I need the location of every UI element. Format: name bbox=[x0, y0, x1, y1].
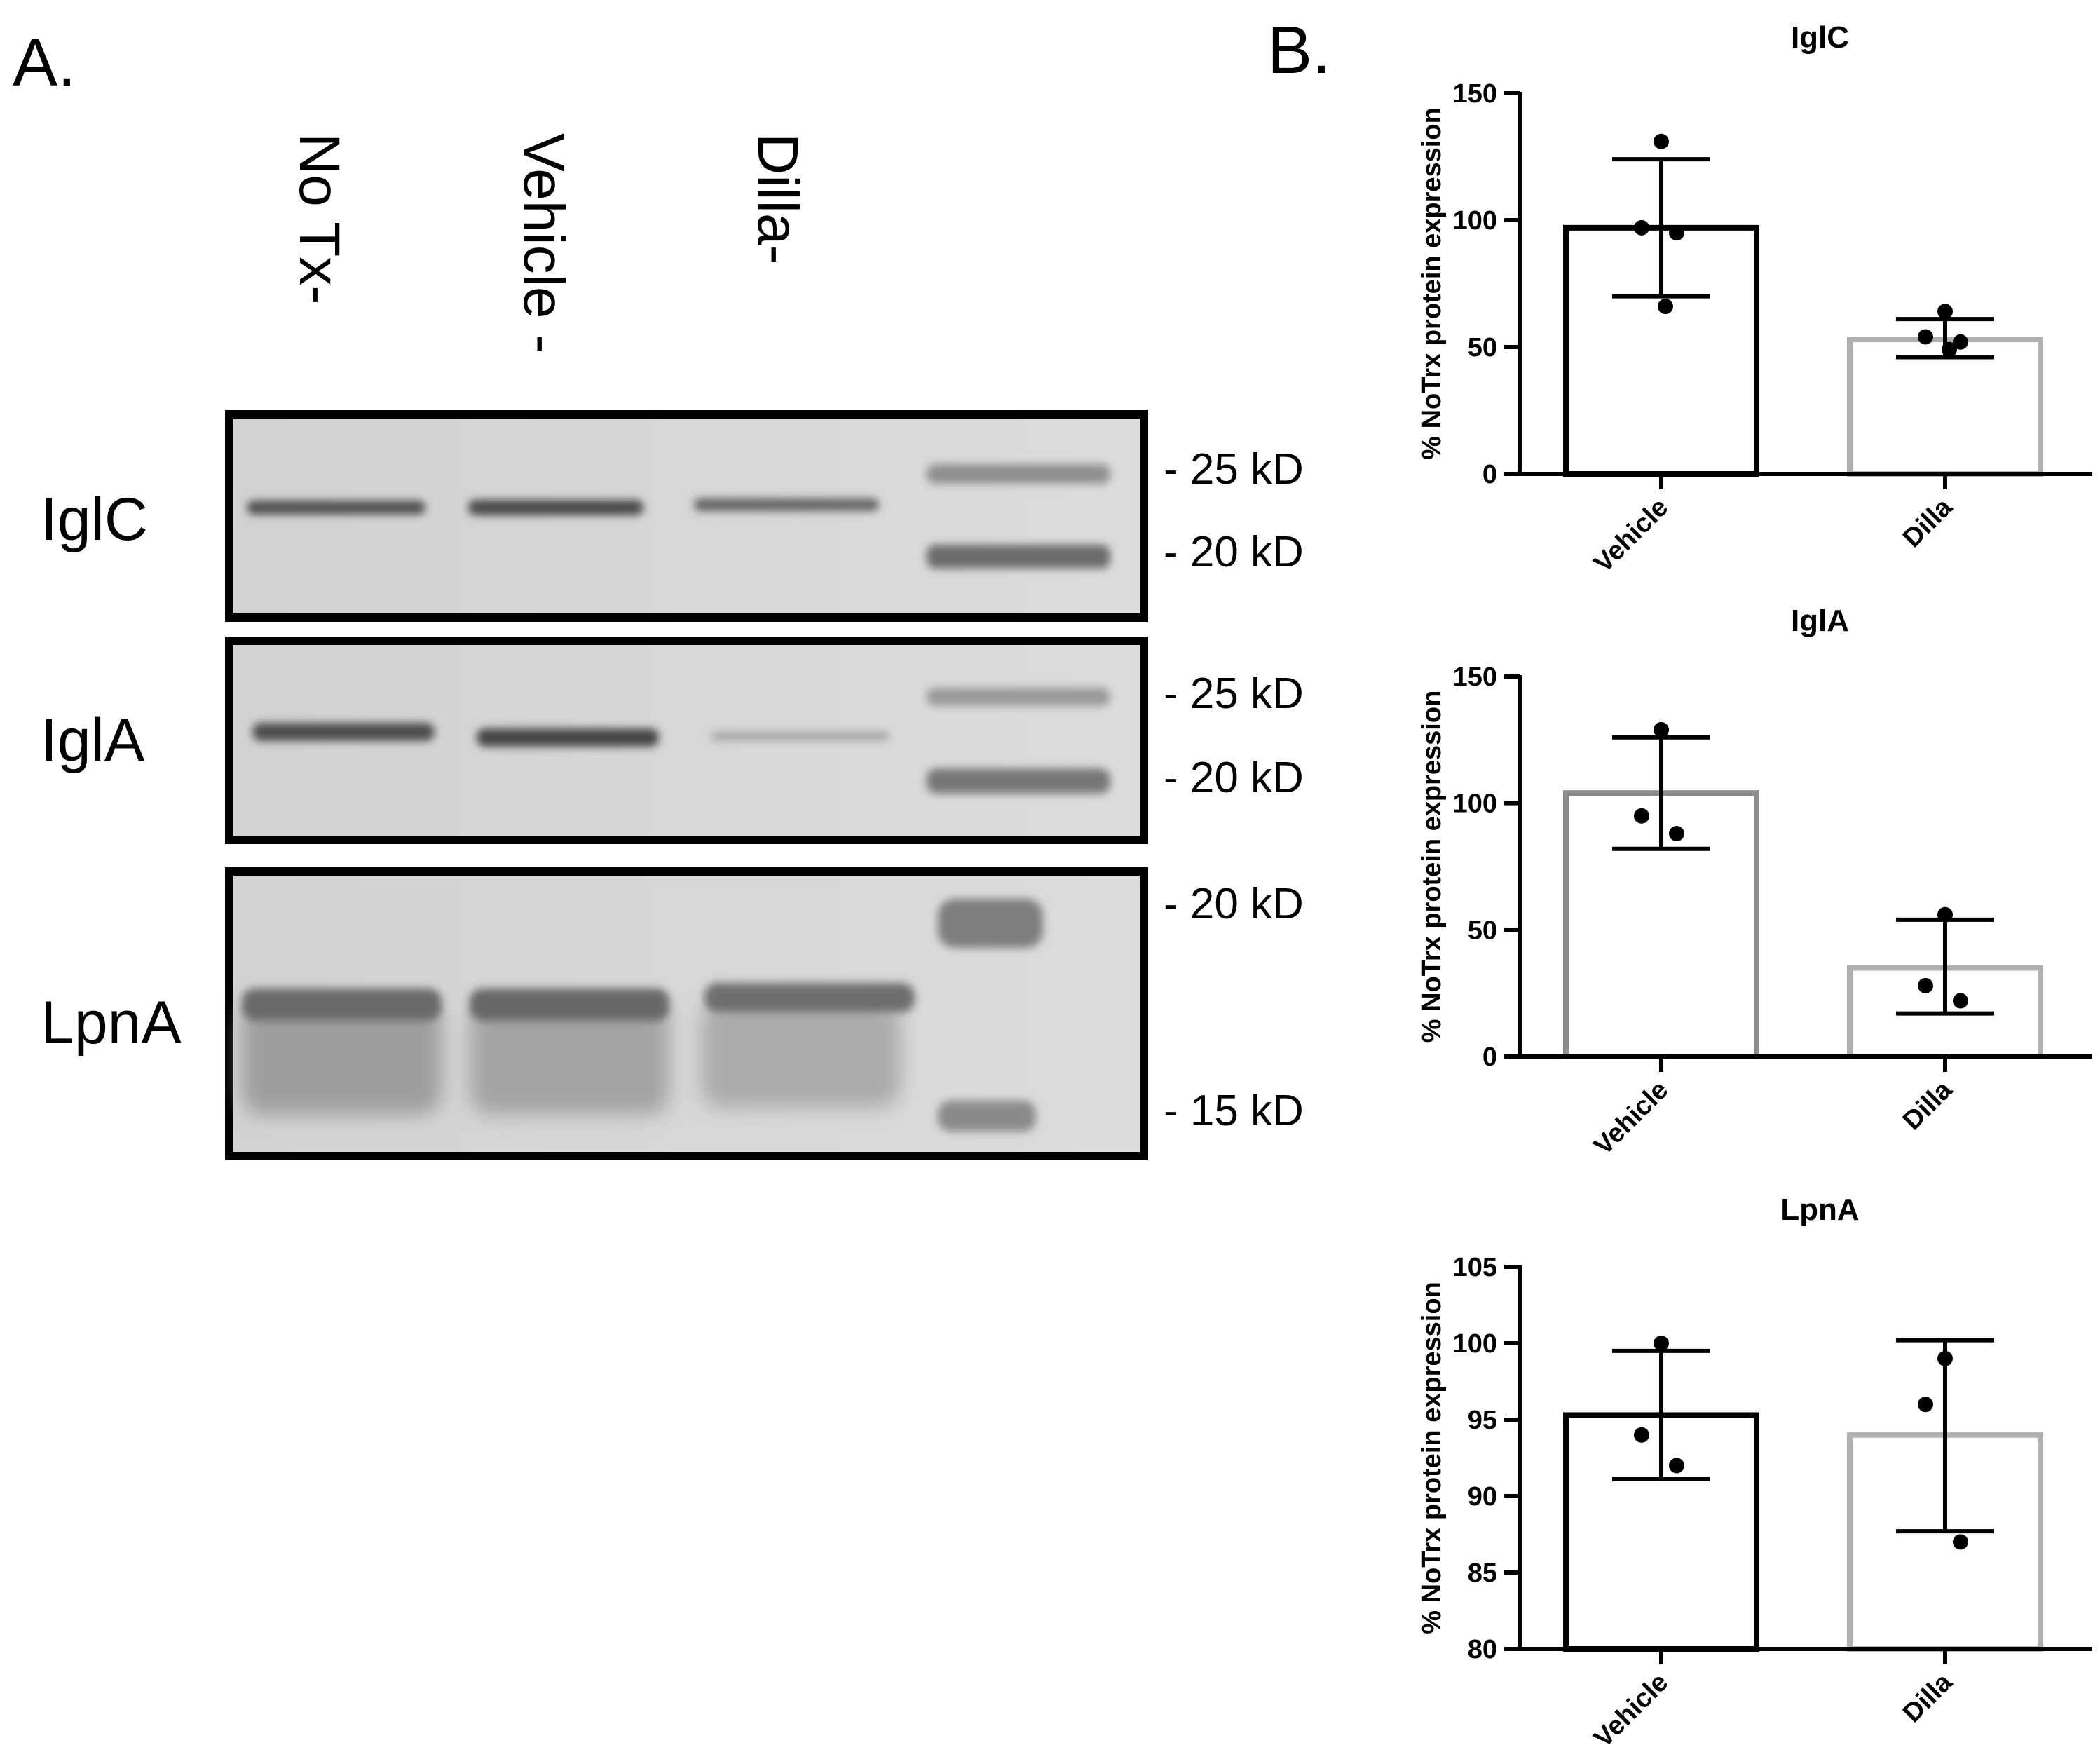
band-smear bbox=[242, 1003, 442, 1115]
band bbox=[711, 732, 889, 740]
marker-label: - 25 kD bbox=[1164, 670, 1304, 718]
marker-label: - 15 kD bbox=[1164, 1087, 1304, 1135]
blot-label-iglc: IglC bbox=[41, 486, 148, 553]
data-point bbox=[1634, 808, 1649, 824]
y-tick-label: 100 bbox=[1453, 789, 1497, 819]
x-tick-label: Vehicle bbox=[1588, 1668, 1674, 1753]
data-point bbox=[1654, 721, 1669, 738]
lane-label-dilla: Dilla- bbox=[746, 133, 810, 264]
marker-label: - 20 kD bbox=[1164, 880, 1304, 928]
marker-band bbox=[938, 899, 1043, 948]
data-point bbox=[1634, 1427, 1649, 1443]
y-axis-label: % NoTrx protein expression bbox=[1417, 691, 1447, 1043]
y-tick-label: 100 bbox=[1453, 206, 1497, 236]
data-point bbox=[1658, 299, 1673, 315]
x-tick-label: Vehicle bbox=[1588, 1075, 1674, 1161]
band bbox=[704, 983, 915, 1012]
marker-label: - 20 kD bbox=[1164, 528, 1304, 576]
data-point bbox=[1918, 977, 1933, 993]
lane-labels: No Tx- Vehicle - Dilla- bbox=[287, 133, 810, 354]
data-point bbox=[1654, 1336, 1669, 1351]
data-point bbox=[1918, 329, 1933, 345]
band bbox=[252, 723, 435, 741]
y-tick-label: 50 bbox=[1468, 333, 1497, 362]
data-point bbox=[1942, 341, 1957, 358]
marker-label: - 25 kD bbox=[1164, 445, 1304, 494]
marker-label: - 20 kD bbox=[1164, 754, 1304, 802]
chart-iglc: IglC % NoTrx protein expression 0 50 100 150 V… bbox=[1417, 20, 2092, 578]
data-point bbox=[1654, 133, 1669, 149]
y-tick-label: 100 bbox=[1453, 1329, 1497, 1359]
band bbox=[694, 498, 879, 511]
y-tick-label: 0 bbox=[1482, 1043, 1497, 1072]
lane-label-no-tx: No Tx- bbox=[287, 133, 351, 305]
panel-b: B. IglC % NoTrx protein expression 0 50 100 1… bbox=[1267, 13, 2092, 1753]
blot-igla: IglA - 25 kD - 20 kD bbox=[41, 637, 1304, 844]
y-tick-label: 105 bbox=[1453, 1253, 1497, 1282]
x-tick-label: Dilla bbox=[1897, 1667, 1958, 1728]
data-point bbox=[1918, 1397, 1933, 1413]
x-tick-label: Dilla bbox=[1897, 1075, 1958, 1136]
chart-igla: IglA % NoTrx protein expression 0 50 100 150 V… bbox=[1417, 604, 2092, 1161]
marker-band bbox=[927, 464, 1110, 484]
data-point bbox=[1937, 304, 1953, 320]
y-axis-label: % NoTrx protein expression bbox=[1417, 107, 1447, 460]
data-point bbox=[1953, 993, 1968, 1009]
chart-title: IglA bbox=[1791, 604, 1849, 638]
data-point bbox=[1669, 826, 1684, 842]
x-tick-label: Vehicle bbox=[1588, 493, 1674, 578]
marker-band bbox=[927, 688, 1110, 706]
blot-label-lpna: LpnA bbox=[41, 989, 182, 1057]
band bbox=[477, 728, 659, 747]
y-tick-label: 85 bbox=[1468, 1558, 1497, 1588]
panel-a-label: A. bbox=[13, 25, 76, 100]
blot-iglc: IglC - 25 kD - 20 kD bbox=[41, 410, 1304, 622]
band bbox=[247, 501, 425, 515]
blot-iglc-membrane bbox=[225, 410, 1148, 622]
blot-label-igla: IglA bbox=[41, 707, 145, 774]
chart-title: LpnA bbox=[1780, 1193, 1859, 1227]
data-point bbox=[1669, 225, 1684, 241]
data-point bbox=[1937, 1350, 1953, 1366]
bar-dilla bbox=[1847, 337, 2043, 477]
data-point bbox=[1937, 906, 1953, 923]
y-tick-label: 0 bbox=[1482, 460, 1497, 489]
data-point bbox=[1669, 1458, 1684, 1474]
y-axis-label: % NoTrx protein expression bbox=[1417, 1282, 1447, 1634]
x-tick-label: Dilla bbox=[1897, 492, 1958, 553]
bar-charts: IglC % NoTrx protein expression 0 50 100 150 V… bbox=[1417, 20, 2092, 1753]
blot-lpna: LpnA - 20 kD - 15 kD bbox=[41, 867, 1304, 1160]
data-point bbox=[1634, 219, 1649, 236]
panel-b-label: B. bbox=[1267, 13, 1331, 88]
marker-band bbox=[927, 768, 1110, 794]
y-tick-label: 150 bbox=[1453, 663, 1497, 692]
lane-label-vehicle: Vehicle - bbox=[512, 133, 575, 354]
y-tick-label: 95 bbox=[1468, 1406, 1497, 1435]
chart-title: IglC bbox=[1791, 20, 1849, 55]
data-point bbox=[1953, 334, 1968, 350]
panel-a: A. No Tx- Vehicle - Dilla- IglC - 25 kD … bbox=[13, 25, 1304, 1160]
y-tick-label: 50 bbox=[1468, 916, 1497, 945]
chart-lpna: LpnA % NoTrx protein expression 80 85 90 95 10… bbox=[1417, 1193, 2092, 1753]
data-point bbox=[1953, 1534, 1968, 1550]
marker-band bbox=[938, 1101, 1036, 1132]
y-tick-label: 90 bbox=[1468, 1482, 1497, 1512]
band-smear bbox=[470, 1003, 669, 1115]
marker-band bbox=[927, 545, 1110, 569]
y-tick-label: 80 bbox=[1468, 1635, 1497, 1664]
band bbox=[242, 989, 442, 1021]
y-tick-label: 150 bbox=[1453, 79, 1497, 109]
band bbox=[470, 989, 669, 1021]
band-smear bbox=[701, 1003, 901, 1108]
band bbox=[468, 500, 643, 515]
